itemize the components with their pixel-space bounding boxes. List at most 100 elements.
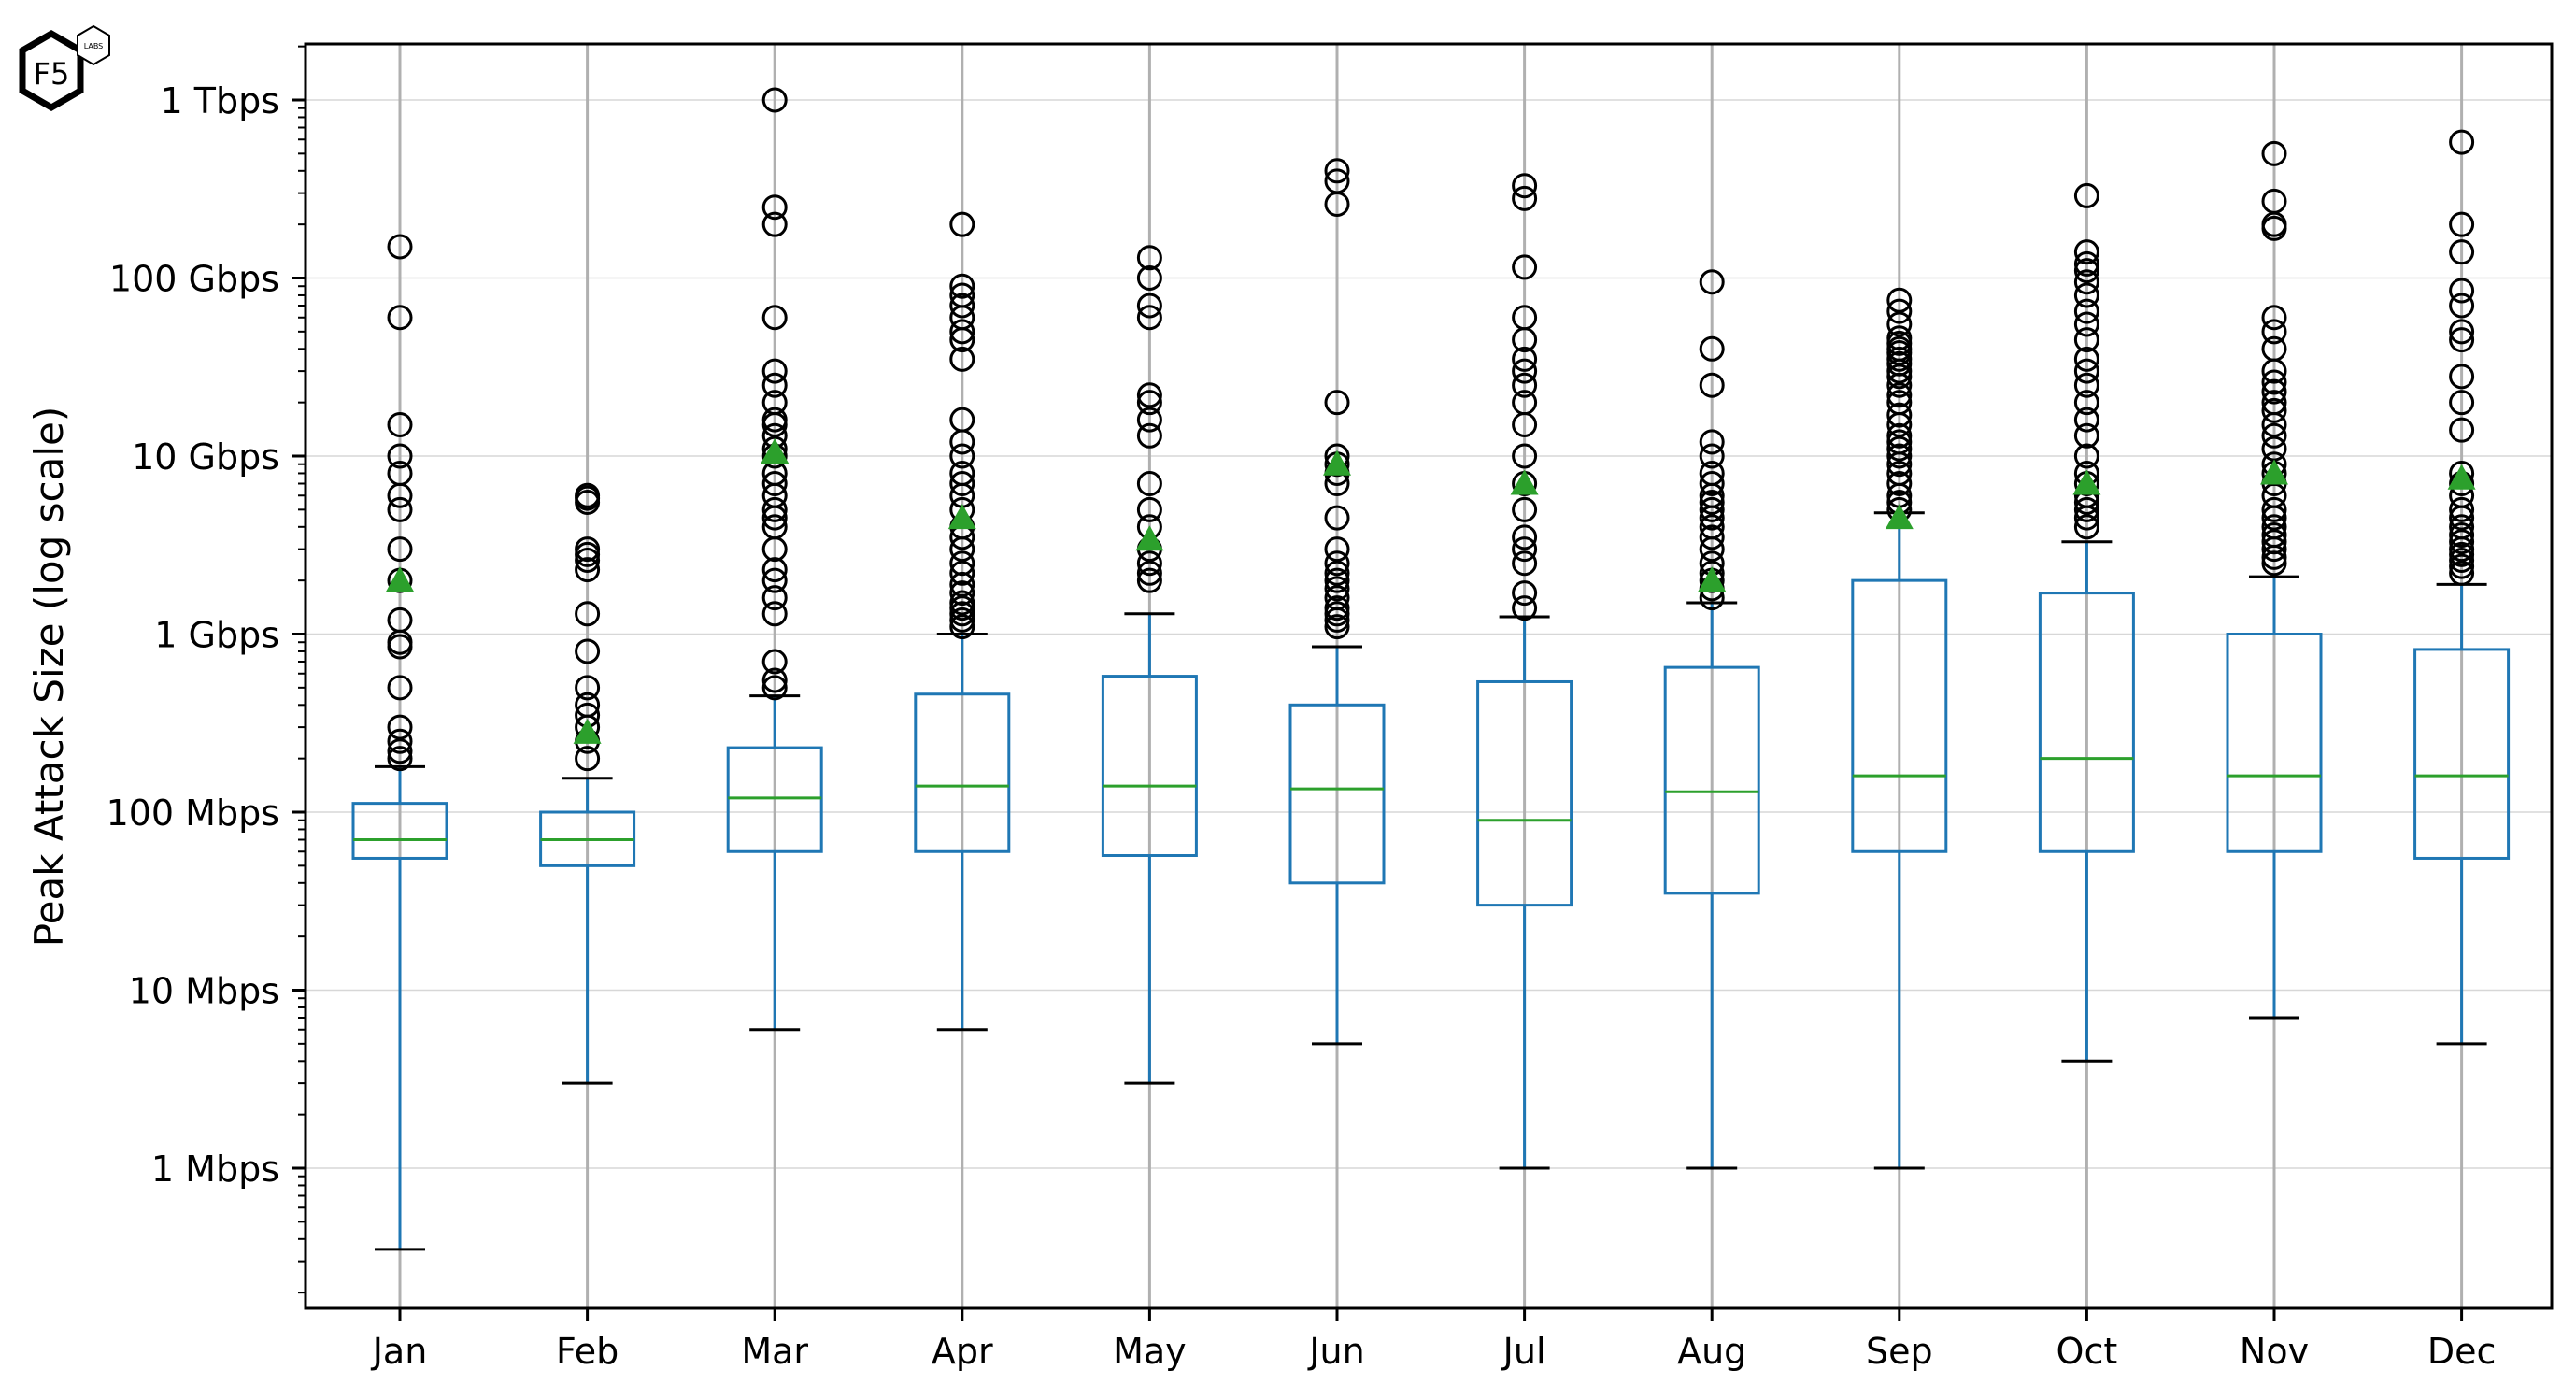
iqr-box [726,746,823,853]
x-tick-label: May [1113,1331,1187,1372]
iqr-box [1288,703,1386,885]
logo-text: F5 [34,56,70,92]
flier-point [387,411,413,437]
flier-point [1886,325,1913,351]
flier-point [2261,369,2287,395]
flier-point [387,443,413,469]
flier-point [1512,185,1538,211]
flier-point [1699,460,1725,486]
flier-point [2073,298,2099,324]
flier-point [2449,129,2475,155]
flier-point [2261,496,2287,522]
flier-point [1324,567,1350,593]
flier-point [2073,258,2099,284]
flier-point [761,514,788,540]
flier-point [2449,211,2475,237]
flier-point [387,728,413,754]
y-tick-label: 1 Gbps [154,615,279,656]
flier-point [387,460,413,486]
box-jul [1476,173,1573,1170]
flier-point [761,358,788,384]
flier-point [949,471,975,497]
y-tick-label: 100 Gbps [109,259,279,300]
flier-point [1324,536,1350,563]
flier-point [1324,576,1350,602]
y-ticks: 1 Mbps 10 Mbps 100 Mbps 1 Gbps 10 Gbps 100 Gb… [107,45,306,1294]
flier-point [761,407,788,433]
flier-point [949,580,975,607]
flier-point [761,305,788,331]
flier-point [949,282,975,308]
mean-marker [947,504,976,530]
flier-point [1136,245,1162,271]
iqr-box [1663,665,1760,895]
flier-point [1699,372,1725,398]
flier-point [761,567,788,593]
flier-point [1886,443,1913,469]
flier-point [761,557,788,583]
flier-point [761,649,788,675]
flier-point [387,607,413,633]
flier-point [2073,390,2099,416]
flier-point [761,601,788,627]
flier-point [2073,311,2099,337]
flier-point [387,536,413,563]
flier-point [761,496,788,522]
x-tick-label: Feb [556,1331,619,1372]
flier-point [1324,560,1350,586]
flier-point [2261,319,2287,345]
flier-point [2449,417,2475,443]
mean-marker [2260,459,2288,485]
x-tick-label: Jul [1501,1331,1546,1372]
flier-point [1512,390,1538,416]
flier-point [2073,282,2099,308]
flier-point [387,234,413,260]
flier-point [2449,319,2475,345]
flier-point [575,482,601,508]
flier-point [1512,524,1538,550]
iqr-box [2413,648,2511,860]
mean-marker [386,566,414,592]
flier-point [1886,471,1913,497]
flier-point [1136,305,1162,331]
flier-point [387,496,413,522]
flier-point [761,372,788,398]
flier-point [1886,435,1913,462]
flier-point [949,211,975,237]
flier-point [2261,529,2287,555]
flier-point [1136,560,1162,586]
mean-marker [1698,566,1727,592]
flier-point [575,746,601,772]
flier-point [2073,239,2099,265]
flier-point [2073,422,2099,449]
logo-badge-hexagon [77,24,110,66]
flier-point [1512,550,1538,577]
flier-point [2073,269,2099,295]
flier-point [1699,269,1725,295]
y-tick-label: 1 Mbps [151,1149,279,1190]
flier-point [1699,471,1725,497]
flier-point [1136,471,1162,497]
flier-point [1886,460,1913,486]
flier-point [1886,311,1913,337]
box-nov [2226,140,2323,1020]
box-may [1101,245,1198,1085]
iqr-box [2226,633,2323,853]
flier-point [949,407,975,433]
flier-point [387,738,413,764]
mean-marker [2447,464,2476,490]
flier-point [949,607,975,633]
plot-frame [304,42,2554,1310]
flier-point [1886,390,1913,416]
box-sep [1851,287,1948,1170]
flier-point [2261,378,2287,405]
flier-point [1886,429,1913,455]
x-tick-label: Sep [1866,1331,1933,1372]
flier-point [949,550,975,577]
flier-point [1324,550,1350,577]
box-aug [1663,269,1760,1170]
mean-marker [573,718,602,744]
flier-point [2073,346,2099,372]
flier-point [2261,397,2287,423]
box-apr [914,211,1011,1032]
